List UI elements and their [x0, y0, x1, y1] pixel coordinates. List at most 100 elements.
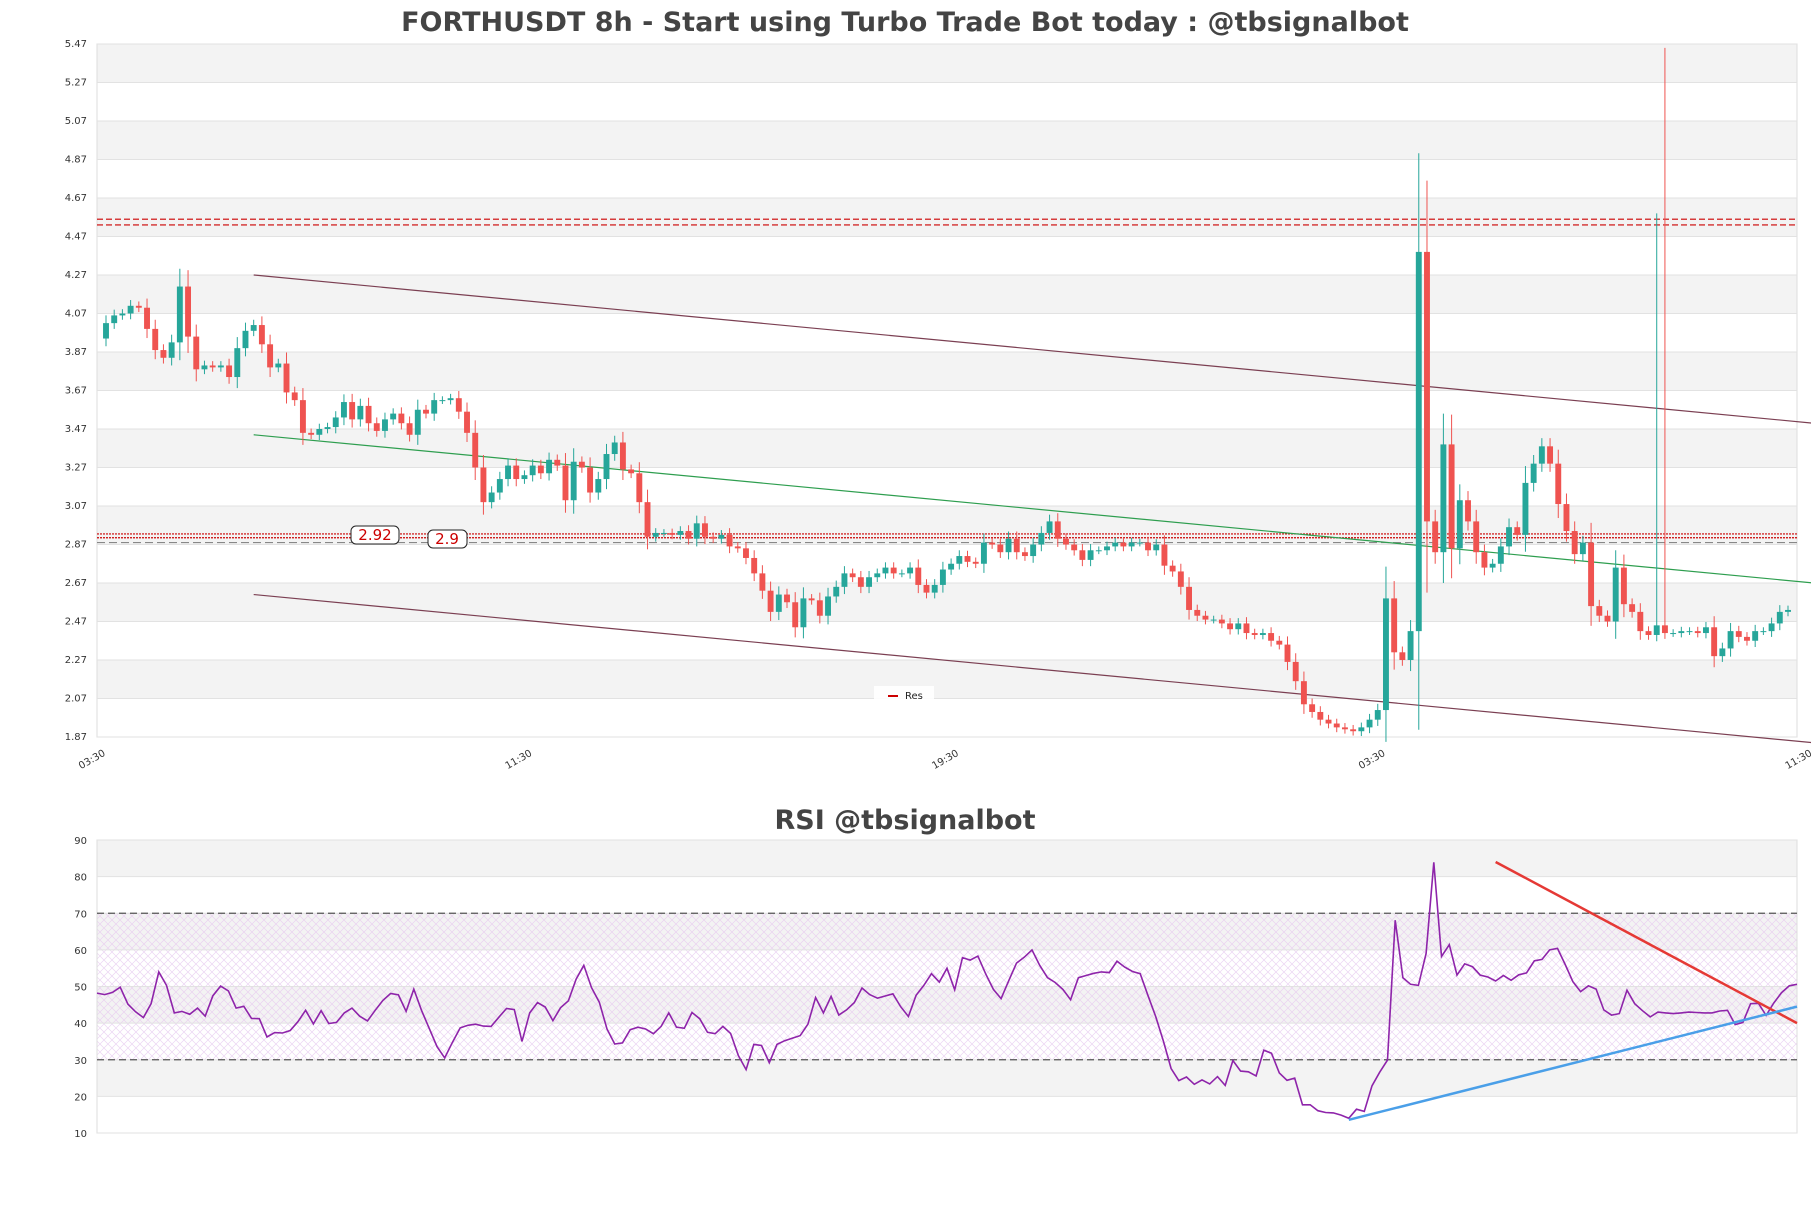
price-y-tick-label: 5.47 — [65, 39, 87, 50]
candle-body — [1374, 710, 1381, 720]
candle-body — [1776, 611, 1783, 624]
price-x-tick-label: 11:30 — [1784, 748, 1811, 772]
price-grid-band — [97, 198, 1797, 237]
candle-body — [841, 573, 848, 587]
candle-body — [1440, 444, 1447, 553]
candle-body — [513, 465, 520, 480]
candle-body — [1530, 463, 1537, 483]
candle-body — [455, 398, 462, 412]
candle-body — [1366, 719, 1373, 728]
rsi-y-tick-label: 40 — [74, 1019, 87, 1030]
candle-body — [800, 598, 807, 628]
candle-body — [1604, 615, 1611, 622]
candle-body — [537, 465, 544, 474]
candle-body — [1218, 619, 1225, 624]
candle-body — [825, 596, 831, 616]
candle-body — [308, 432, 315, 435]
candle-body — [1448, 444, 1455, 549]
price-grid-band — [97, 660, 1797, 699]
candle-body — [1153, 544, 1160, 551]
candle-body — [1661, 625, 1668, 634]
candle-body — [1104, 546, 1110, 551]
candle-body — [1735, 631, 1742, 637]
candle-body — [1013, 538, 1020, 553]
candle-body — [496, 479, 503, 493]
candle-body — [1538, 446, 1545, 464]
candle-body — [1276, 640, 1283, 645]
candle-body — [1415, 251, 1422, 632]
price-x-tick-label: 11:30 — [504, 748, 534, 772]
candle-body — [833, 586, 840, 597]
candle-body — [1227, 623, 1234, 630]
candle-body — [406, 423, 413, 435]
candle-body — [1112, 542, 1119, 547]
candle-body — [636, 473, 643, 503]
candle-body — [1686, 631, 1693, 633]
candle-body — [603, 454, 610, 480]
price-legend: Res — [874, 686, 934, 704]
candle-body — [324, 427, 331, 429]
candle-body — [1046, 521, 1053, 533]
candle-body — [250, 325, 257, 331]
candle-body — [1120, 542, 1127, 547]
candle-body — [349, 402, 356, 420]
candle-body — [972, 561, 979, 564]
candle-body — [1350, 729, 1357, 732]
candle-body — [849, 573, 856, 578]
price-chart-title: FORTHUSDT 8h - Start using Turbo Trade B… — [401, 7, 1409, 38]
candle-body — [644, 502, 651, 537]
candle-body — [1653, 625, 1660, 635]
price-y-tick-label: 3.07 — [65, 501, 87, 512]
candle-body — [1456, 500, 1463, 549]
candle-body — [808, 598, 815, 601]
rsi-grid-band — [97, 1059, 1797, 1097]
candle-body — [578, 461, 585, 468]
price-y-tick-label: 4.47 — [65, 232, 87, 243]
candle-body — [710, 536, 717, 539]
candle-body — [866, 577, 873, 587]
candle-body — [168, 342, 175, 358]
candle-body — [1145, 542, 1151, 551]
rsi-line — [96, 862, 1798, 1120]
candle-body — [1161, 544, 1168, 566]
price-y-tick-label: 2.07 — [65, 694, 87, 705]
candle-body — [234, 348, 241, 378]
candle-body — [1497, 546, 1504, 564]
candle-body — [464, 411, 470, 433]
level-label-29: 2.9 — [427, 529, 468, 549]
candle-body — [144, 307, 150, 329]
candle-body — [135, 305, 142, 308]
candle-body — [1702, 627, 1709, 634]
candle-body — [152, 328, 159, 351]
candle-body — [816, 600, 823, 616]
channel-lower-line — [253, 593, 1811, 744]
candle-body — [1128, 542, 1135, 547]
candle-body — [1752, 631, 1759, 641]
candle-body — [1038, 532, 1045, 545]
rsi-resistance-trendline — [1495, 860, 1798, 1025]
rsi-support-trendline — [1348, 1005, 1798, 1122]
candle-body — [989, 542, 996, 545]
candle-body — [1620, 567, 1627, 605]
candle-body — [718, 534, 725, 539]
candle-body — [1194, 609, 1201, 616]
price-y-tick-label: 3.87 — [65, 347, 87, 358]
candle-body — [980, 542, 987, 564]
candle-body — [258, 325, 265, 345]
candle-body — [1325, 719, 1332, 724]
level-label-box — [427, 529, 468, 549]
price-x-tick-label: 03:30 — [77, 748, 107, 772]
candle-body — [398, 413, 405, 424]
candle-body — [1071, 544, 1078, 551]
candle-body — [570, 461, 577, 501]
rsi-y-tick-label: 10 — [74, 1129, 87, 1140]
candle-body — [447, 398, 454, 401]
candle-body — [160, 350, 167, 358]
candle-body — [1268, 633, 1275, 641]
candle-body — [1054, 521, 1061, 539]
candle-body — [1555, 463, 1562, 505]
price-grid-band — [97, 352, 1797, 391]
candle-body — [1571, 531, 1578, 555]
candle-body — [1506, 527, 1512, 547]
